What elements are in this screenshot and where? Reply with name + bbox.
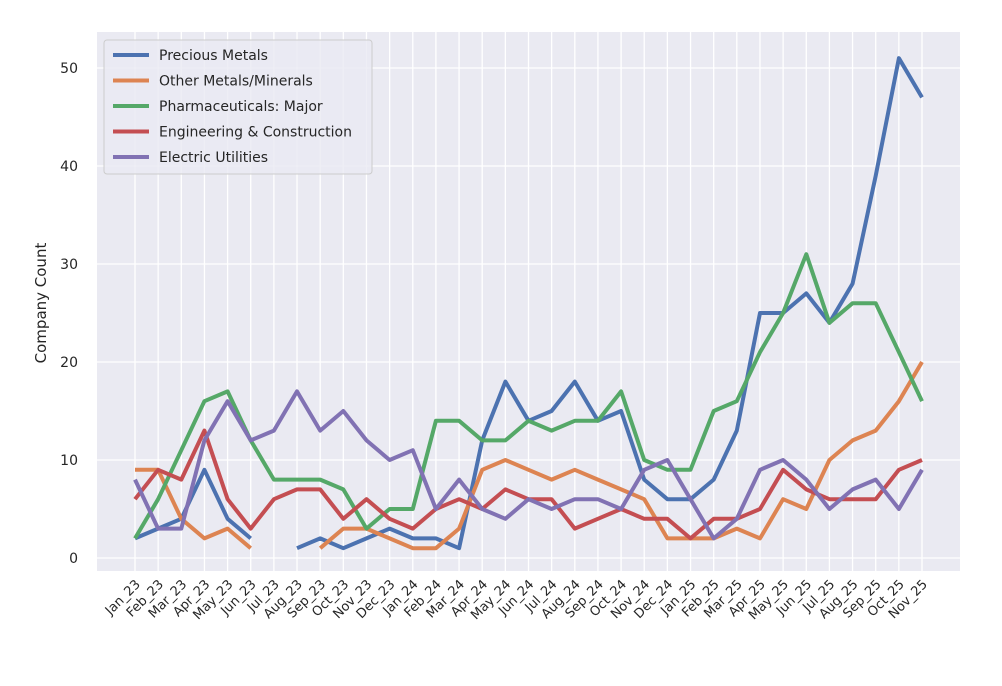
legend-label: Precious Metals — [159, 48, 268, 64]
series-line-4 — [133, 389, 924, 541]
y-tick-label: 30 — [60, 257, 78, 273]
series-lines — [133, 56, 924, 551]
legend-label: Engineering & Construction — [159, 125, 352, 141]
series-line-2 — [133, 252, 924, 540]
legend-label: Electric Utilities — [159, 150, 268, 166]
series-line-0 — [134, 56, 924, 551]
legend: Precious Metals Other Metals/Minerals Phar… — [103, 39, 373, 175]
y-tick-label: 20 — [60, 355, 78, 371]
series-line-1 — [135, 360, 924, 551]
x-tick-labels: Jan_23Feb_23Mar_23Apr_23May_23Jun_23Jul_… — [102, 577, 931, 623]
y-tick-label: 0 — [69, 551, 78, 567]
y-tick-labels: 0 10 20 30 40 50 — [60, 61, 78, 567]
legend-label: Pharmaceuticals: Major — [159, 99, 323, 115]
y-axis-label: Company Count — [32, 243, 50, 364]
y-tick-label: 40 — [60, 159, 78, 175]
y-tick-label: 10 — [60, 453, 78, 469]
y-tick-label: 50 — [60, 61, 78, 77]
legend-label: Other Metals/Minerals — [159, 74, 313, 90]
legend-box — [103, 39, 373, 175]
